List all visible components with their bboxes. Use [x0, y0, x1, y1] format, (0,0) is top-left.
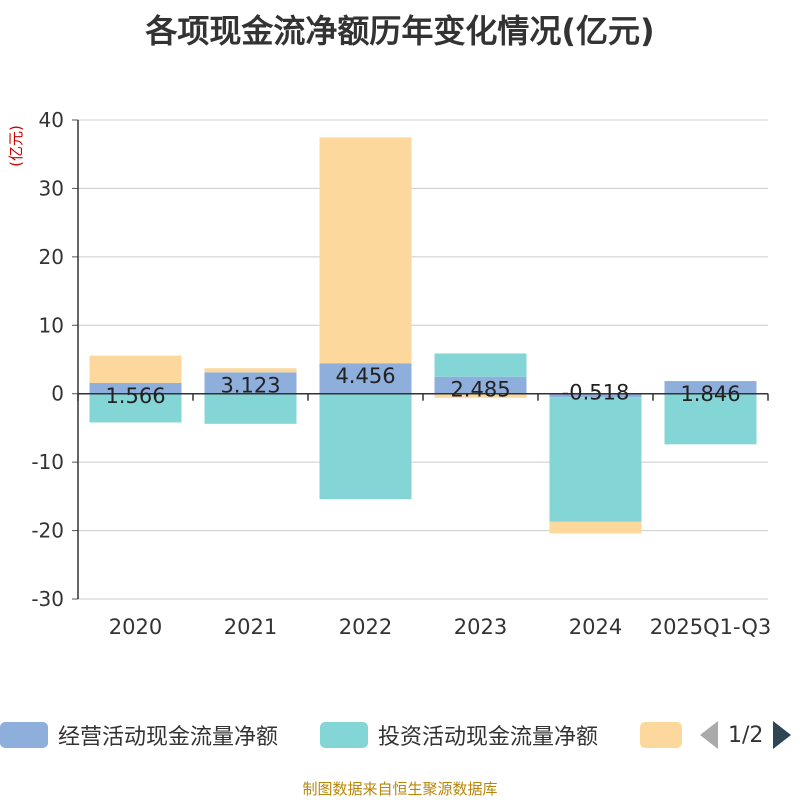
bar-operating	[204, 372, 297, 394]
next-page-icon[interactable]	[773, 721, 792, 749]
bar-investing	[89, 393, 182, 423]
legend-swatch-financing	[640, 722, 682, 748]
y-unit-label: (亿元)	[7, 125, 25, 167]
legend-page-indicator: 1/2	[728, 722, 764, 748]
x-tick-label: 2024	[569, 615, 622, 639]
bar-other	[204, 368, 297, 373]
y-tick-label: 20	[39, 245, 64, 269]
data-label: 3.123	[220, 373, 280, 397]
bar-operating	[664, 381, 757, 394]
bar-operating	[549, 393, 642, 398]
source-note: 制图数据来自恒生聚源数据库	[302, 780, 498, 798]
data-label: 1.846	[680, 382, 740, 406]
bar-other	[319, 137, 412, 364]
bar-operating	[89, 382, 182, 394]
bar-investing	[204, 393, 297, 424]
x-tick-label: 2022	[339, 615, 392, 639]
legend-label-operating: 经营活动现金流量净额	[58, 725, 279, 750]
bar-other	[549, 521, 642, 534]
x-tick-label: 2025Q1-Q3	[650, 615, 772, 639]
data-label: 2.485	[450, 378, 510, 402]
y-tick-label: 0	[51, 382, 64, 406]
y-tick-label: 30	[39, 176, 64, 200]
y-tick-label: 40	[39, 108, 64, 132]
bar-investing	[434, 353, 527, 377]
chart-title: 各项现金流净额历年变化情况(亿元)	[145, 12, 655, 50]
x-tick-label: 2020	[109, 615, 162, 639]
bar-investing	[319, 393, 412, 500]
bar-operating	[434, 376, 527, 394]
y-tick-label: -20	[31, 519, 64, 543]
legend-swatch-operating	[0, 722, 48, 748]
chart-canvas: 40 30 20 10 0 -10 -20 -30 (亿元) 2020 2021 2022 2023 20…	[7, 108, 772, 639]
legend-item-investing[interactable]: 投资活动现金流量净额	[320, 720, 598, 750]
y-tick-label: -30	[31, 587, 64, 611]
legend-label-investing: 投资活动现金流量净额	[378, 725, 599, 750]
data-label: 1.566	[105, 384, 165, 408]
legend-swatch-investing	[320, 722, 368, 748]
bar-operating	[319, 363, 412, 394]
legend-pager: 1/2	[700, 720, 792, 750]
bar-investing	[549, 397, 642, 522]
bar-investing	[664, 393, 757, 445]
data-label: -0.518	[562, 381, 630, 405]
bar-other	[434, 393, 527, 398]
x-tick-label: 2021	[224, 615, 277, 639]
data-label: 4.456	[335, 364, 395, 388]
x-tick-label: 2023	[454, 615, 507, 639]
y-tick-label: 10	[39, 313, 64, 337]
prev-page-icon[interactable]	[700, 721, 718, 749]
y-tick-label: -10	[31, 450, 64, 474]
legend-item-financing[interactable]	[640, 720, 682, 750]
legend: 经营活动现金流量净额 投资活动现金流量净额 1/2	[0, 712, 800, 758]
bar-other	[89, 355, 182, 383]
legend-item-operating[interactable]: 经营活动现金流量净额	[0, 720, 278, 750]
